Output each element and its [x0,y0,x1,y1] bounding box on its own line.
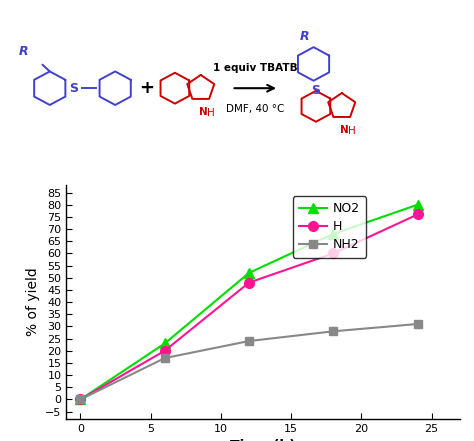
Text: S: S [70,82,78,95]
H [78,397,83,402]
Text: N: N [340,125,348,135]
Y-axis label: % of yield: % of yield [26,268,39,336]
H [162,348,167,353]
Text: 1 equiv TBATB: 1 equiv TBATB [213,63,298,73]
H [330,251,336,256]
Line: NH2: NH2 [76,320,422,404]
NH2 [162,355,167,361]
NH2 [78,397,83,402]
Legend: NO2, H, NH2: NO2, H, NH2 [293,196,366,258]
NO2 [415,202,420,207]
Text: R: R [19,45,28,58]
NO2 [246,270,252,276]
NO2 [162,341,167,346]
Line: NO2: NO2 [75,200,422,404]
Text: H: H [348,126,356,136]
Text: H: H [207,108,215,118]
NH2 [330,329,336,334]
H [415,212,420,217]
NH2 [415,321,420,327]
X-axis label: Time (h): Time (h) [230,439,296,441]
Line: H: H [75,209,422,404]
NH2 [246,338,252,344]
Text: R: R [300,30,310,43]
Text: DMF, 40 °C: DMF, 40 °C [226,104,284,114]
NO2 [330,231,336,236]
NO2 [78,397,83,402]
Text: S: S [311,84,320,97]
H [246,280,252,285]
Text: N: N [199,107,208,117]
Text: +: + [139,79,154,97]
